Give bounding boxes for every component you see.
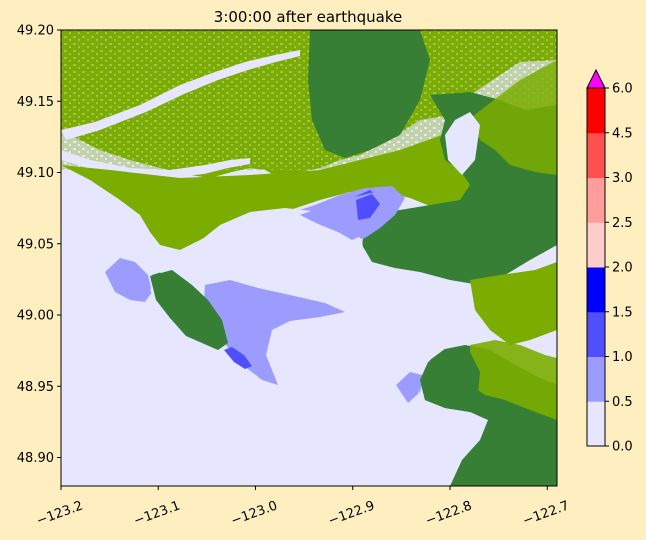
- colorbar-segment: [587, 401, 605, 447]
- x-axis: −123.2 −123.1 −123.0 −122.9 −122.8 −122.7: [35, 486, 571, 529]
- colorbar-tick-label: 1.0: [612, 350, 633, 365]
- x-tick-label: −122.8: [424, 498, 474, 529]
- colorbar-extend-arrow: [586, 68, 606, 89]
- blackie-spit-inlet-overlay: [356, 194, 380, 220]
- colorbar-segment: [587, 177, 605, 223]
- upland-ridge: [468, 60, 557, 175]
- colorbar-segment: [587, 88, 605, 134]
- y-tick-label: 49.20: [17, 24, 54, 39]
- boundary-bay-south-tip-overlay: [224, 347, 252, 369]
- y-tick-label: 49.15: [17, 95, 54, 110]
- map-raster: [61, 30, 557, 486]
- x-tick-label: −123.2: [35, 498, 85, 529]
- x-tick-label: −123.1: [132, 498, 182, 529]
- y-tick-label: 49.05: [17, 237, 54, 252]
- campbell-valley-lowland: [470, 262, 557, 345]
- colorbar-tick-label: 2.5: [612, 216, 633, 231]
- colorbar-tick-label: 1.5: [612, 305, 633, 320]
- chart-title: 3:00:00 after earthquake: [214, 8, 402, 26]
- delta-lowland: [61, 110, 557, 250]
- y-tick-label: 49.00: [17, 309, 54, 324]
- y-tick-label: 48.95: [17, 380, 54, 395]
- x-tick-label: −122.7: [521, 498, 571, 529]
- upland-valley: [445, 112, 480, 175]
- colorbar-tick-label: 3.0: [612, 171, 633, 186]
- x-tick-label: −122.9: [326, 498, 376, 529]
- tsawwassen-highland-overlay: [150, 270, 228, 350]
- point-roberts-west-inundation: [105, 258, 152, 302]
- y-axis: 48.90 48.95 49.00 49.05 49.10 49.15 49.20: [17, 24, 61, 466]
- y-tick-label: 48.90: [17, 451, 54, 466]
- colorbar-tick-label: 6.0: [612, 82, 633, 97]
- colorbar-segment: [587, 132, 605, 178]
- colorbar-tick-label: 0.5: [612, 395, 633, 410]
- colorbar-segment: [587, 356, 605, 402]
- colorbar-segment: [587, 267, 605, 313]
- colorbar-tick-label: 2.0: [612, 261, 633, 276]
- vancouver-highland: [308, 30, 430, 158]
- colorbar-segment: [587, 222, 605, 268]
- semiahmoo-lowland: [470, 340, 557, 420]
- fraser-river-north-arm: [61, 50, 300, 140]
- white-rock-highland-overlay: [420, 350, 480, 412]
- colorbar-tick-label: 4.5: [612, 126, 633, 141]
- plot-frame: [60, 29, 558, 487]
- colorbar: 0.0 0.5 1.0 1.5 2.0 2.5 3.0 4.5 6.0: [586, 68, 633, 455]
- y-tick-label: 49.10: [17, 166, 54, 181]
- semiahmoo-inundation-overlay: [396, 372, 422, 403]
- x-tick-label: −123.0: [229, 498, 279, 529]
- colorbar-tick-label: 0.0: [612, 440, 633, 455]
- colorbar-segment: [587, 311, 605, 357]
